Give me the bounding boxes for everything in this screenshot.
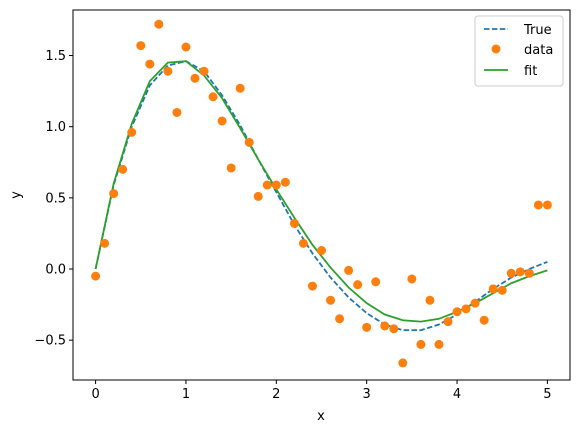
data-point [524,268,534,278]
data-point [226,163,236,173]
legend-swatch-data [491,44,501,54]
data-point [109,189,119,199]
data-point [407,274,417,284]
data-point [434,339,444,349]
data-point [533,200,543,210]
data-point [452,307,462,317]
data-point [163,66,173,76]
axes-frame [72,9,571,381]
data-point [145,59,155,69]
data-point [253,191,263,201]
y-tick-label: 0.5 [45,191,66,206]
data-point [488,284,498,294]
data-point [344,265,354,275]
x-axis-ticks: 0 1 2 3 4 5 [91,380,552,402]
y-axis-ticks: −0.5 0.0 0.5 1.0 1.5 [34,49,73,349]
x-tick-label: 0 [91,387,99,402]
data-point [118,164,128,174]
legend-box [474,15,564,87]
data-point [280,177,290,187]
data-point [443,317,453,327]
data-point [271,180,281,190]
data-point [398,358,408,368]
data-point [470,298,480,308]
plot-area [91,19,552,368]
y-tick-label: −0.5 [34,334,66,349]
y-axis-label: y [9,191,24,199]
data-point [461,304,471,314]
data-point [353,280,363,290]
data-point [136,41,146,51]
data-point [380,321,390,331]
x-tick-label: 3 [363,387,371,402]
y-tick-label: 1.5 [45,49,66,64]
data-point [479,315,489,325]
data-point [307,281,317,291]
data-point [425,295,435,305]
data-point [497,285,507,295]
data-point [208,92,218,102]
data-point [100,238,110,248]
data-point [127,127,137,137]
x-axis-label: x [317,409,325,424]
data-point [317,246,326,255]
data-point [262,180,272,190]
y-tick-label: 1.0 [45,120,66,135]
data-point [506,268,516,278]
data-point [172,107,182,117]
data-point [199,66,209,76]
data-point [371,277,381,287]
y-tick-label: 0.0 [45,263,66,278]
x-tick-label: 4 [453,387,461,402]
data-point [154,19,164,29]
data-point [217,116,227,126]
data-point [91,271,101,281]
data-point [326,295,336,305]
data-point [289,218,299,228]
x-tick-label: 1 [182,387,190,402]
data-point [416,339,426,349]
x-tick-label: 5 [543,387,551,402]
axes [72,9,571,381]
x-tick-label: 2 [272,387,280,402]
legend: True data fit [474,15,564,87]
data-point [181,42,191,52]
data-point [190,73,200,83]
data-point [362,322,372,332]
data-point [515,267,525,277]
legend-label-data: data [524,43,553,58]
legend-label-true: True [523,23,552,38]
data-point [335,314,345,324]
data-point [298,238,308,248]
data-point [235,83,245,93]
data-point [389,324,399,334]
data-point [244,137,254,147]
data-point [542,200,552,210]
legend-label-fit: fit [524,64,537,79]
